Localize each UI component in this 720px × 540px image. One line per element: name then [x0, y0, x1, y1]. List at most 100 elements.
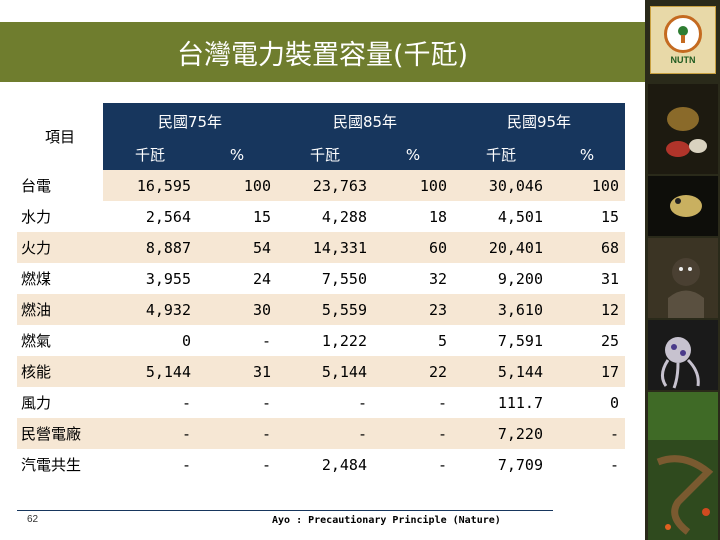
table-row: 燃氣 0-1,222 5 7,591 25	[17, 325, 625, 356]
row-label: 汽電共生	[17, 449, 103, 480]
percent-cell: -	[197, 449, 277, 480]
percent-cell: 100	[549, 170, 625, 201]
capacity-cell: 7,709	[453, 449, 549, 480]
capacity-cell: 3,610	[453, 294, 549, 325]
table-row: 燃油 4,932 30 5,559 23 3,610 12	[17, 294, 625, 325]
unit-header: 千瓩	[453, 139, 549, 170]
percent-cell: 12	[549, 294, 625, 325]
row-label: 燃油	[17, 294, 103, 325]
table-row: 民營電廠 - - - -7,220-	[17, 418, 625, 449]
percent-cell: -	[373, 418, 453, 449]
capacity-cell: 30,046	[453, 170, 549, 201]
table-row: 火力 8,887 54 14,331 60 20,401 68	[17, 232, 625, 263]
percent-cell: -	[197, 387, 277, 418]
university-logo: NUTN	[650, 6, 716, 74]
footer-divider	[17, 510, 553, 511]
logo-emblem-icon	[664, 15, 702, 53]
percent-cell: 32	[373, 263, 453, 294]
capacity-cell: 8,887	[103, 232, 197, 263]
table-row: 台電 16,595 100 23,763 100 30,046 100	[17, 170, 625, 201]
logo-text: NUTN	[670, 55, 696, 65]
percent-cell: 54	[197, 232, 277, 263]
row-label: 火力	[17, 232, 103, 263]
row-label: 民營電廠	[17, 418, 103, 449]
percent-cell: 25	[549, 325, 625, 356]
percent-cell: 17	[549, 356, 625, 387]
table-row: 汽電共生 - -2,484-7,709-	[17, 449, 625, 480]
unit-header: 千瓩	[103, 139, 197, 170]
capacity-cell: 5,559	[277, 294, 373, 325]
row-label: 核能	[17, 356, 103, 387]
capacity-cell: 14,331	[277, 232, 373, 263]
capacity-cell: 7,550	[277, 263, 373, 294]
table-row: 核能 5,144 31 5,144 22 5,144 17	[17, 356, 625, 387]
unit-header: 千瓩	[277, 139, 373, 170]
percent-cell: 0	[549, 387, 625, 418]
capacity-cell: 111.7	[453, 387, 549, 418]
capacity-cell: 4,501	[453, 201, 549, 232]
capacity-cell: 7,220	[453, 418, 549, 449]
frog-photo	[648, 176, 718, 236]
capacity-cell: 5,144	[453, 356, 549, 387]
year-header: 民國85年	[277, 103, 453, 139]
percent-cell: 23	[373, 294, 453, 325]
capacity-cell: -	[277, 387, 373, 418]
capacity-cell: -	[103, 418, 197, 449]
table-row: 水力 2,564 15 4,288 18 4,501 15	[17, 201, 625, 232]
capacity-cell: 2,564	[103, 201, 197, 232]
percent-cell: 15	[549, 201, 625, 232]
percent-header: %	[549, 139, 625, 170]
monkey-photo	[648, 238, 718, 318]
capacity-cell: 4,288	[277, 201, 373, 232]
capacity-cell: 23,763	[277, 170, 373, 201]
slide-title-bar: 台灣電力裝置容量(千瓩)	[0, 22, 645, 82]
capacity-cell: 5,144	[103, 356, 197, 387]
percent-cell: 5	[373, 325, 453, 356]
capacity-cell: 9,200	[453, 263, 549, 294]
page-number: 62	[27, 514, 39, 525]
octopus-photo	[648, 320, 718, 390]
capacity-cell: 16,595	[103, 170, 197, 201]
percent-header: %	[197, 139, 277, 170]
row-label: 台電	[17, 170, 103, 201]
percent-cell: 68	[549, 232, 625, 263]
year-header: 民國95年	[453, 103, 625, 139]
capacity-cell: 1,222	[277, 325, 373, 356]
row-label: 風力	[17, 387, 103, 418]
percent-cell: -	[197, 325, 277, 356]
percent-cell: 31	[197, 356, 277, 387]
percent-cell: -	[373, 387, 453, 418]
capacity-cell: 20,401	[453, 232, 549, 263]
year-header: 民國75年	[103, 103, 277, 139]
table-row: 燃煤 3,955 24 7,550 32 9,200 31	[17, 263, 625, 294]
capacity-cell: 0	[103, 325, 197, 356]
slide-title: 台灣電力裝置容量(千瓩)	[176, 39, 469, 71]
percent-cell: 100	[197, 170, 277, 201]
percent-cell: 15	[197, 201, 277, 232]
capacity-cell: 3,955	[103, 263, 197, 294]
capacity-cell: -	[103, 387, 197, 418]
row-label: 燃煤	[17, 263, 103, 294]
capacity-cell: 2,484	[277, 449, 373, 480]
percent-cell: 60	[373, 232, 453, 263]
capacity-cell: 5,144	[277, 356, 373, 387]
percent-cell: 18	[373, 201, 453, 232]
row-label: 水力	[17, 201, 103, 232]
insects-photo	[648, 84, 718, 174]
forest-lizard-photo	[648, 392, 718, 540]
table-row: 風力 - - - -111.7 0	[17, 387, 625, 418]
percent-cell: 24	[197, 263, 277, 294]
percent-cell: 22	[373, 356, 453, 387]
percent-cell: -	[549, 418, 625, 449]
row-label: 燃氣	[17, 325, 103, 356]
capacity-cell: 4,932	[103, 294, 197, 325]
percent-cell: 30	[197, 294, 277, 325]
capacity-table: 項目 民國75年 民國85年 民國95年 千瓩 % 千瓩 % 千瓩 % 台電 16…	[17, 103, 625, 480]
percent-cell: 100	[373, 170, 453, 201]
capacity-cell: -	[277, 418, 373, 449]
percent-cell: -	[197, 418, 277, 449]
percent-cell: 31	[549, 263, 625, 294]
percent-header: %	[373, 139, 453, 170]
capacity-cell: -	[103, 449, 197, 480]
capacity-cell: 7,591	[453, 325, 549, 356]
